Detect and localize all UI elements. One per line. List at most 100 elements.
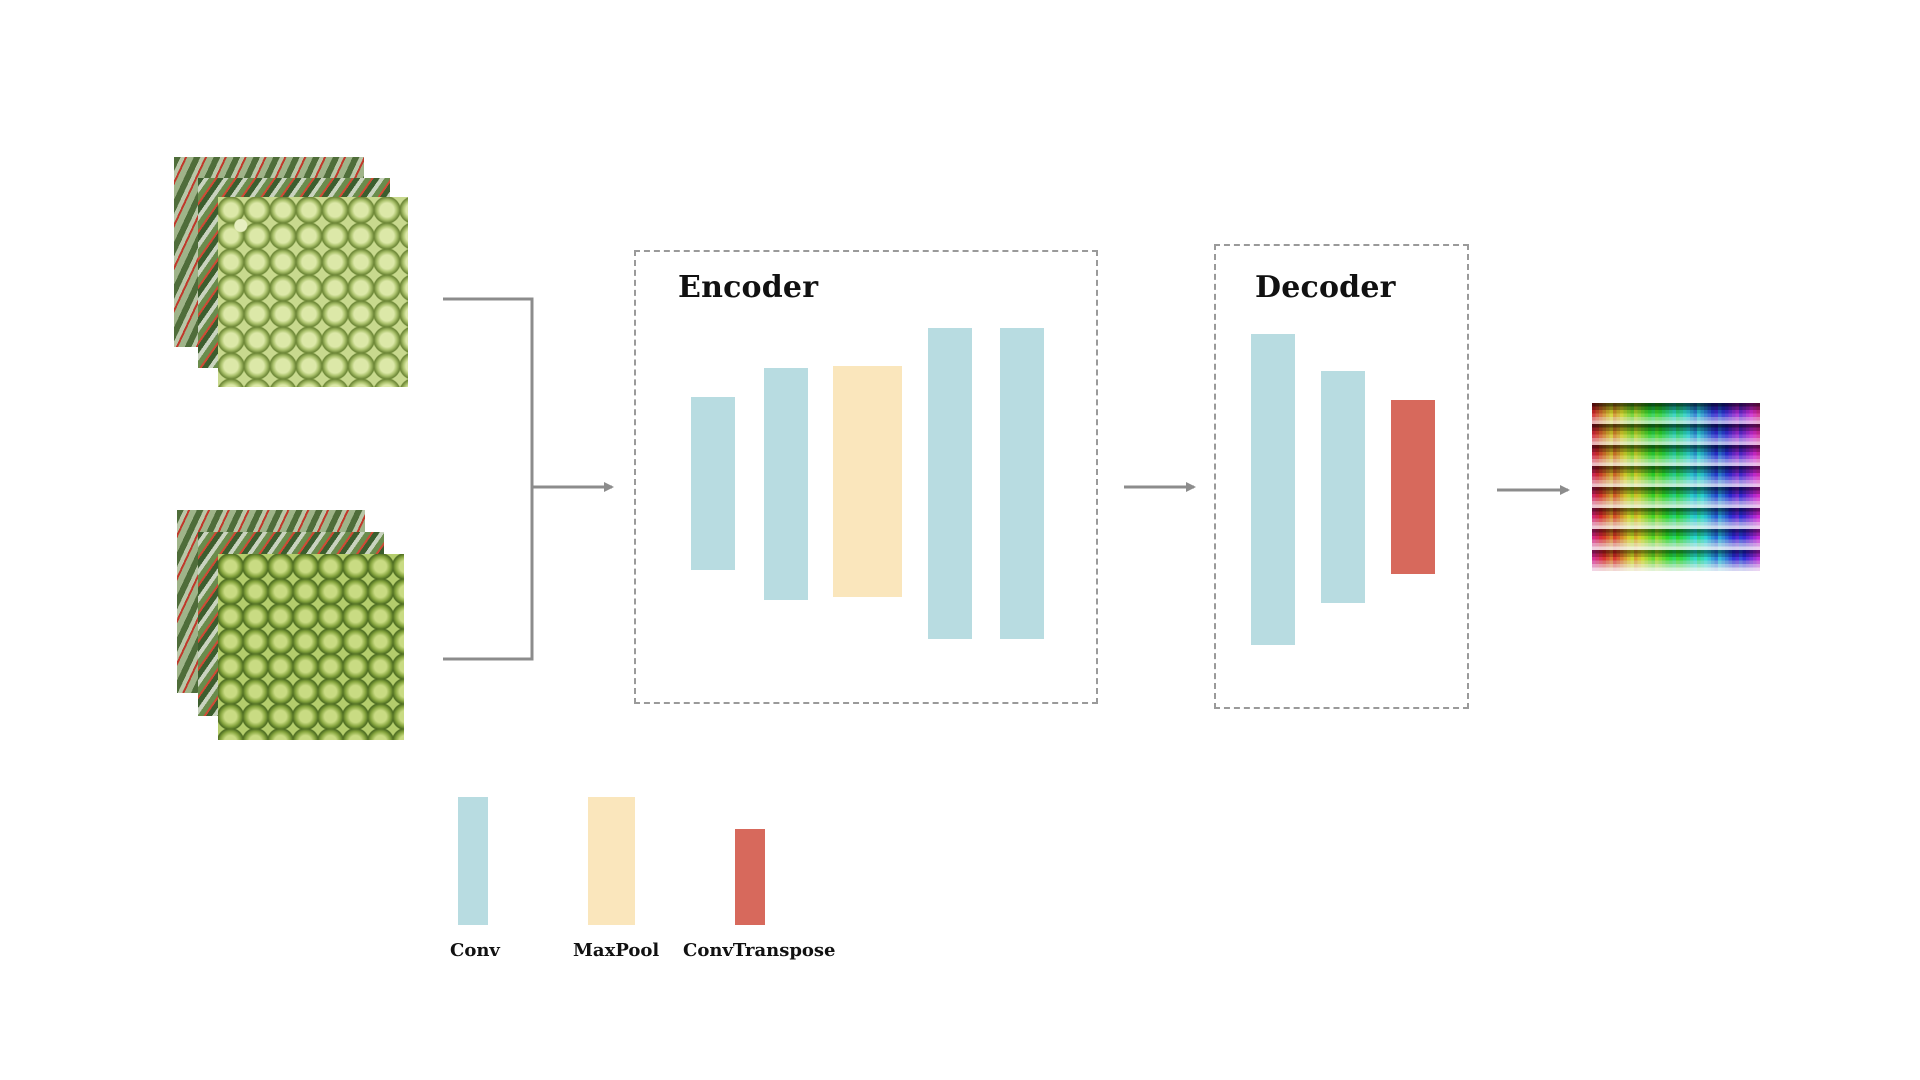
flow-field-pixel <box>1658 462 1663 467</box>
flow-field-pixel <box>1665 487 1670 491</box>
flow-field-pixel <box>1616 448 1621 453</box>
flow-field-pixel <box>1753 448 1757 453</box>
flow-field-pixel <box>1651 536 1656 540</box>
flow-field-pixel <box>1725 427 1729 432</box>
flow-field-pixel <box>1606 522 1610 526</box>
flow-field-pixel <box>1686 539 1691 544</box>
flow-field-pixel <box>1742 483 1747 488</box>
flow-field-pixel <box>1616 494 1621 498</box>
flow-field-pixel <box>1672 501 1677 505</box>
flow-field-pixel <box>1725 403 1729 407</box>
flow-field-pixel <box>1620 406 1624 411</box>
flow-field-pixel <box>1704 553 1708 558</box>
flow-field-pixel <box>1700 487 1705 491</box>
flow-field-pixel <box>1693 445 1698 449</box>
flow-field-pixel <box>1648 476 1652 481</box>
flow-field-pixel <box>1623 459 1628 463</box>
flow-field-pixel <box>1644 441 1649 446</box>
flow-field-pixel <box>1651 525 1656 530</box>
flow-field-pixel <box>1599 536 1603 540</box>
flow-field-pixel <box>1756 473 1761 477</box>
flow-field-pixel <box>1641 550 1645 554</box>
flow-field-pixel <box>1693 406 1698 411</box>
flow-field-pixel <box>1728 406 1733 411</box>
flow-field-pixel <box>1634 462 1638 467</box>
flow-field-pixel <box>1749 459 1754 463</box>
flow-field-pixel <box>1728 434 1733 439</box>
flow-field-pixel <box>1606 564 1610 568</box>
flow-field-pixel <box>1676 560 1680 565</box>
flow-field-pixel <box>1746 539 1750 544</box>
flow-field-pixel <box>1658 420 1663 425</box>
flow-field-pixel <box>1641 515 1645 519</box>
flow-field-pixel <box>1672 539 1677 544</box>
flow-field-pixel <box>1662 553 1666 558</box>
flow-field-pixel <box>1616 567 1621 572</box>
flow-field-pixel <box>1704 420 1708 425</box>
flow-field-pixel <box>1753 476 1757 481</box>
flow-field-pixel <box>1676 420 1680 425</box>
flow-field-pixel <box>1606 483 1610 488</box>
flow-field-pixel <box>1599 553 1603 558</box>
flow-field-pixel <box>1739 553 1743 558</box>
flow-field-pixel <box>1613 515 1617 519</box>
flow-field-pixel <box>1627 483 1631 488</box>
flow-field-pixel <box>1665 473 1670 477</box>
flow-field-pixel <box>1634 448 1638 453</box>
flow-field-pixel <box>1595 511 1600 516</box>
flow-field-pixel <box>1634 543 1638 547</box>
flow-field-pixel <box>1732 487 1736 491</box>
flow-field-pixel <box>1704 441 1708 446</box>
flow-field-pixel <box>1690 564 1694 568</box>
flow-field-pixel <box>1662 462 1666 467</box>
flow-field-pixel <box>1686 417 1691 421</box>
flow-field-pixel <box>1742 522 1747 526</box>
flow-field-pixel <box>1644 487 1649 491</box>
flow-field-pixel <box>1735 462 1740 467</box>
flow-field-pixel <box>1735 448 1740 453</box>
flow-field-pixel <box>1756 459 1761 463</box>
flow-field-pixel <box>1634 525 1638 530</box>
flow-field-pixel <box>1732 480 1736 484</box>
flow-field-pixel <box>1746 515 1750 519</box>
flow-field-pixel <box>1725 532 1729 537</box>
flow-field-pixel <box>1637 476 1642 481</box>
flow-field-pixel <box>1732 438 1736 442</box>
flow-field-pixel <box>1602 469 1607 474</box>
flow-field-pixel <box>1592 515 1596 519</box>
flow-field-pixel <box>1620 410 1624 414</box>
flow-field-pixel <box>1739 490 1743 495</box>
flow-field-pixel <box>1742 504 1747 509</box>
flow-field-pixel <box>1746 546 1750 551</box>
flow-field-pixel <box>1697 567 1701 572</box>
flow-field-pixel <box>1655 438 1659 442</box>
flow-field-pixel <box>1658 424 1663 428</box>
flow-field-pixel <box>1735 553 1740 558</box>
flow-field-pixel <box>1599 501 1603 505</box>
flow-field-pixel <box>1672 529 1677 533</box>
flow-field-pixel <box>1721 567 1726 572</box>
flow-field-pixel <box>1732 445 1736 449</box>
flow-field-pixel <box>1599 546 1603 551</box>
flow-field-pixel <box>1606 424 1610 428</box>
flow-field-pixel <box>1714 410 1719 414</box>
flow-field-pixel <box>1676 410 1680 414</box>
flow-field-pixel <box>1651 564 1656 568</box>
flow-field-pixel <box>1707 525 1712 530</box>
flow-field-pixel <box>1700 434 1705 439</box>
flow-field-pixel <box>1683 445 1687 449</box>
flow-field-pixel <box>1707 553 1712 558</box>
flow-field-pixel <box>1714 480 1719 484</box>
flow-field-pixel <box>1672 508 1677 512</box>
flow-field-pixel <box>1669 497 1673 502</box>
flow-field-pixel <box>1630 476 1635 481</box>
flow-field-pixel <box>1620 553 1624 558</box>
flow-field-pixel <box>1606 487 1610 491</box>
flow-field-pixel <box>1756 525 1761 530</box>
flow-field-pixel <box>1662 550 1666 554</box>
flow-field-pixel <box>1746 438 1750 442</box>
flow-field-pixel <box>1693 529 1698 533</box>
flow-field-pixel <box>1742 431 1747 435</box>
flow-field-pixel <box>1613 501 1617 505</box>
flow-field-pixel <box>1725 525 1729 530</box>
